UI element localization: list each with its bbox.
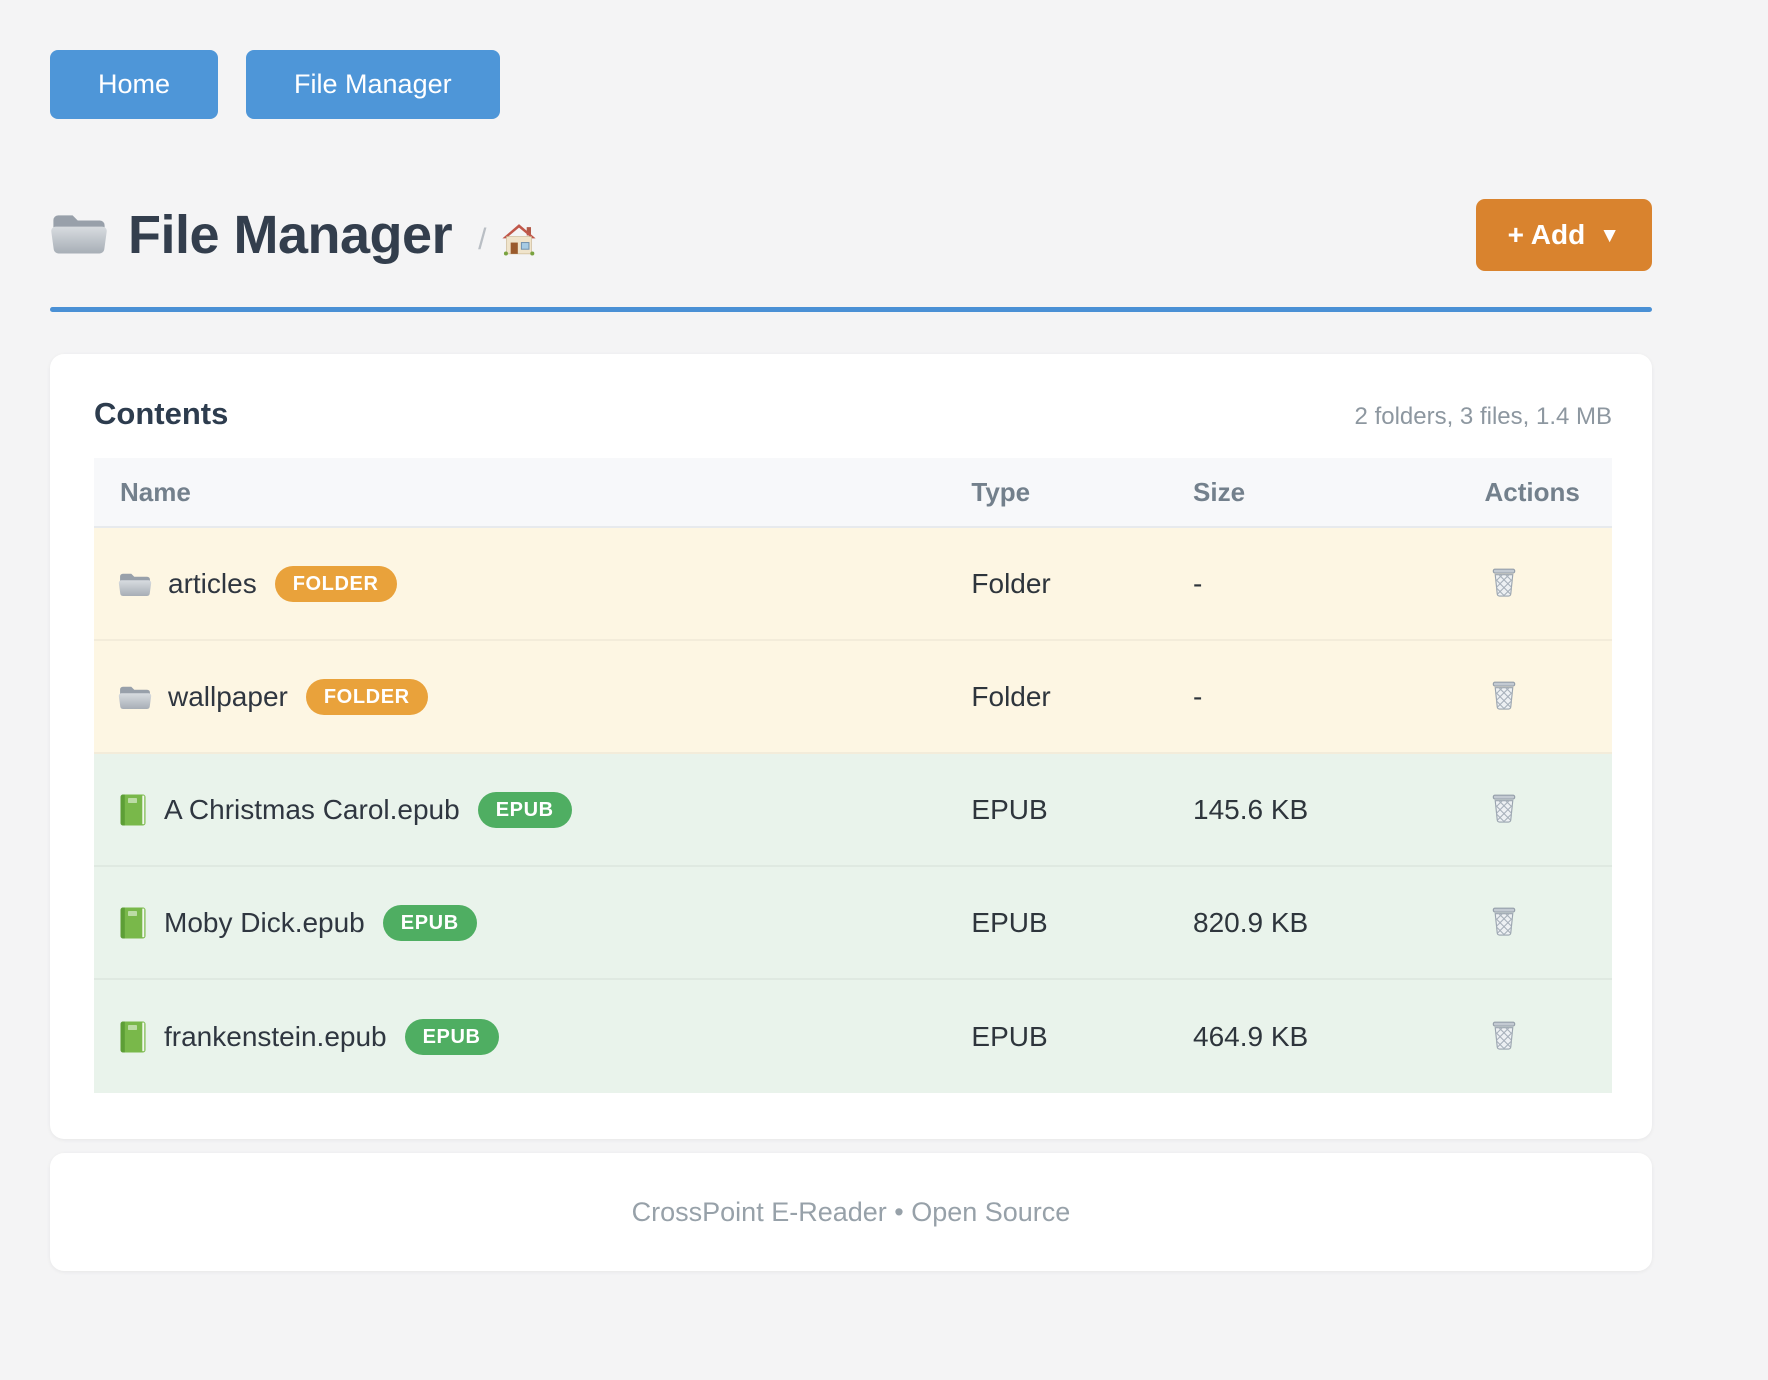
- name-cell: A Christmas Carol.epub EPUB: [94, 791, 971, 828]
- cell-size: 820.9 KB: [1193, 906, 1309, 938]
- column-header-name: Name: [120, 476, 191, 507]
- delete-button[interactable]: [1486, 1017, 1522, 1056]
- chevron-down-icon: ▼: [1599, 223, 1620, 247]
- cell-type: Folder: [971, 680, 1051, 712]
- delete-button[interactable]: [1486, 903, 1522, 942]
- table-header-row: Name Type Size Actions: [94, 458, 1612, 528]
- page-header: File Manager / + Add ▼: [50, 199, 1652, 271]
- file-name: frankenstein.epub: [164, 1020, 387, 1052]
- file-name: A Christmas Carol.epub: [164, 793, 460, 825]
- add-button[interactable]: + Add ▼: [1475, 199, 1652, 271]
- cell-size: -: [1193, 567, 1203, 599]
- column-header-actions: Actions: [1484, 476, 1580, 507]
- cell-size: 464.9 KB: [1193, 1020, 1309, 1052]
- type-badge: FOLDER: [305, 678, 428, 715]
- cell-type: EPUB: [971, 1020, 1048, 1052]
- name-cell: articles FOLDER: [94, 565, 971, 602]
- trash-icon: [1486, 1017, 1522, 1056]
- book-icon: [118, 793, 148, 827]
- table-row[interactable]: Moby Dick.epub EPUB EPUB 820.9 KB: [94, 867, 1612, 980]
- trash-icon: [1486, 903, 1522, 942]
- footer-text: CrossPoint E-Reader • Open Source: [631, 1196, 1071, 1227]
- house-icon[interactable]: [500, 220, 538, 258]
- contents-title: Contents: [94, 396, 229, 431]
- actions-cell: [1484, 677, 1612, 716]
- folder-icon: [50, 209, 108, 262]
- actions-cell: [1484, 564, 1612, 603]
- page: Home File Manager File Manager /: [50, 50, 1652, 1271]
- contents-panel: Contents 2 folders, 3 files, 1.4 MB Name…: [50, 354, 1652, 1139]
- table-row[interactable]: A Christmas Carol.epub EPUB EPUB 145.6 K…: [94, 754, 1612, 867]
- file-table-body: articles FOLDER Folder -: [94, 528, 1612, 1093]
- contents-summary: 2 folders, 3 files, 1.4 MB: [1354, 403, 1612, 430]
- page-title-group: File Manager /: [50, 204, 538, 266]
- footer: CrossPoint E-Reader • Open Source: [50, 1153, 1652, 1271]
- column-header-size: Size: [1193, 476, 1246, 507]
- actions-cell: [1484, 790, 1612, 829]
- trash-icon: [1486, 790, 1522, 829]
- file-name: wallpaper: [168, 680, 288, 712]
- top-nav: Home File Manager: [50, 50, 1652, 119]
- table-row[interactable]: frankenstein.epub EPUB EPUB 464.9 KB: [94, 980, 1612, 1093]
- actions-cell: [1484, 1017, 1612, 1056]
- page-title: File Manager: [128, 205, 453, 265]
- nav-button-home[interactable]: Home: [50, 50, 219, 119]
- type-badge: EPUB: [477, 791, 572, 828]
- breadcrumb-separator: /: [478, 223, 487, 256]
- cell-size: -: [1193, 680, 1203, 712]
- column-header-type: Type: [971, 476, 1031, 507]
- add-button-label: + Add: [1507, 219, 1586, 250]
- folder-icon: [118, 683, 152, 711]
- file-table: Name Type Size Actions: [94, 458, 1612, 1093]
- trash-icon: [1486, 677, 1522, 716]
- name-cell: frankenstein.epub EPUB: [94, 1018, 971, 1055]
- type-badge: EPUB: [404, 1018, 499, 1055]
- nav-button-file-manager[interactable]: File Manager: [246, 50, 500, 119]
- name-cell: wallpaper FOLDER: [94, 678, 971, 715]
- contents-header: Contents 2 folders, 3 files, 1.4 MB: [94, 396, 1612, 432]
- actions-cell: [1484, 903, 1612, 942]
- type-badge: FOLDER: [274, 565, 397, 602]
- book-icon: [118, 1020, 148, 1054]
- name-cell: Moby Dick.epub EPUB: [94, 904, 971, 941]
- cell-type: EPUB: [971, 793, 1048, 825]
- delete-button[interactable]: [1486, 790, 1522, 829]
- title-underline: [50, 307, 1652, 312]
- cell-size: 145.6 KB: [1193, 793, 1309, 825]
- type-badge: EPUB: [382, 904, 477, 941]
- trash-icon: [1486, 564, 1522, 603]
- cell-type: EPUB: [971, 906, 1048, 938]
- file-name: Moby Dick.epub: [164, 906, 365, 938]
- cell-type: Folder: [971, 567, 1051, 599]
- delete-button[interactable]: [1486, 677, 1522, 716]
- table-row[interactable]: articles FOLDER Folder -: [94, 528, 1612, 641]
- table-row[interactable]: wallpaper FOLDER Folder -: [94, 641, 1612, 754]
- book-icon: [118, 906, 148, 940]
- file-name: articles: [168, 567, 257, 599]
- delete-button[interactable]: [1486, 564, 1522, 603]
- folder-icon: [118, 570, 152, 598]
